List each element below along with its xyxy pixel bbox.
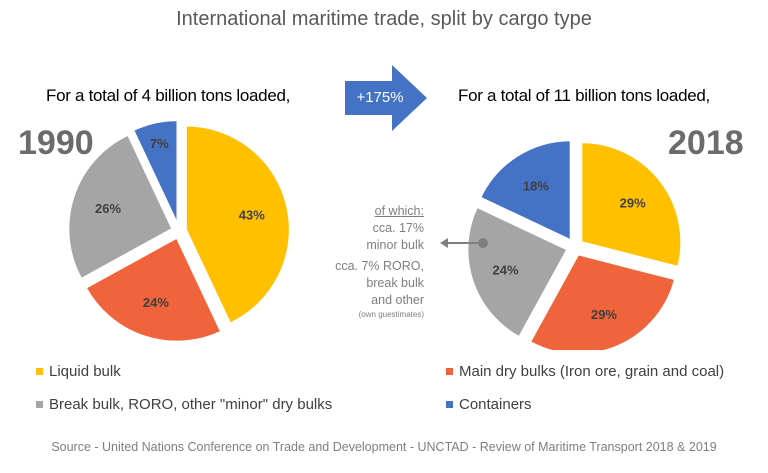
legend-label: Main dry bulks (Iron ore, grain and coal… <box>459 363 725 380</box>
pie-slice <box>466 205 569 339</box>
pie-slice <box>528 253 677 350</box>
note-line: break bulk <box>366 276 424 290</box>
subtitle-1990: For a total of 4 billion tons loaded, <box>46 86 291 105</box>
note-line: cca. 7% RORO, <box>335 259 424 273</box>
legend-label: Liquid bulk <box>49 363 121 380</box>
legend-label: Containers <box>459 396 532 413</box>
pie-slice <box>580 141 683 269</box>
source-note: Source - United Nations Conference on Tr… <box>51 440 717 454</box>
growth-arrow <box>345 65 427 131</box>
slice-label: 29% <box>620 195 646 210</box>
subtitle-2018: For a total of 11 billion tons loaded, <box>458 86 710 105</box>
legend-label: Break bulk, RORO, other "minor" dry bulk… <box>49 396 333 413</box>
year-2018: 2018 <box>668 124 744 162</box>
legend-swatch <box>446 368 453 375</box>
note-line: minor bulk <box>366 238 424 252</box>
legend-item-containers: Containers <box>446 396 532 413</box>
year-1990: 1990 <box>18 124 94 162</box>
pie-slice <box>67 133 174 281</box>
chart-title: International maritime trade, split by c… <box>176 8 592 30</box>
note-line: (own guestimates) <box>358 310 424 319</box>
legend-swatch <box>446 401 453 408</box>
note-line: and other <box>371 293 424 307</box>
slice-label: 24% <box>143 295 169 310</box>
slice-label: 18% <box>523 178 549 193</box>
note-heading: of which: <box>374 204 424 218</box>
legend-item-main-dry-bulks: Main dry bulks (Iron ore, grain and coal… <box>446 363 724 380</box>
note-pointer <box>440 238 488 248</box>
pie-slice <box>184 124 291 325</box>
minor-bulk-note: of which: cca. 17% minor bulk cca. 7% RO… <box>330 203 424 321</box>
pie-slice <box>478 139 572 242</box>
pie-2018: 29% 29% 24% 18% <box>466 139 683 350</box>
legend-item-liquid-bulk: Liquid bulk <box>36 363 121 380</box>
legend-item-break-bulk: Break bulk, RORO, other "minor" dry bulk… <box>36 396 332 413</box>
slice-label: 26% <box>95 201 121 216</box>
slice-label: 43% <box>239 208 265 223</box>
pie-1990: 43% 24% 26% 7% <box>67 119 291 343</box>
pie-charts: 43% 24% 26% 7% 29% 29% 24% 18% <box>67 119 683 350</box>
note-line: cca. 17% <box>372 221 424 235</box>
slice-label: 24% <box>493 263 519 278</box>
growth-label: +175% <box>356 89 404 106</box>
legend-swatch <box>36 401 43 408</box>
pie-slice <box>131 119 179 225</box>
legend-swatch <box>36 368 43 375</box>
slice-label: 7% <box>150 136 169 151</box>
pie-slice <box>84 236 223 343</box>
slice-label: 29% <box>591 307 617 322</box>
